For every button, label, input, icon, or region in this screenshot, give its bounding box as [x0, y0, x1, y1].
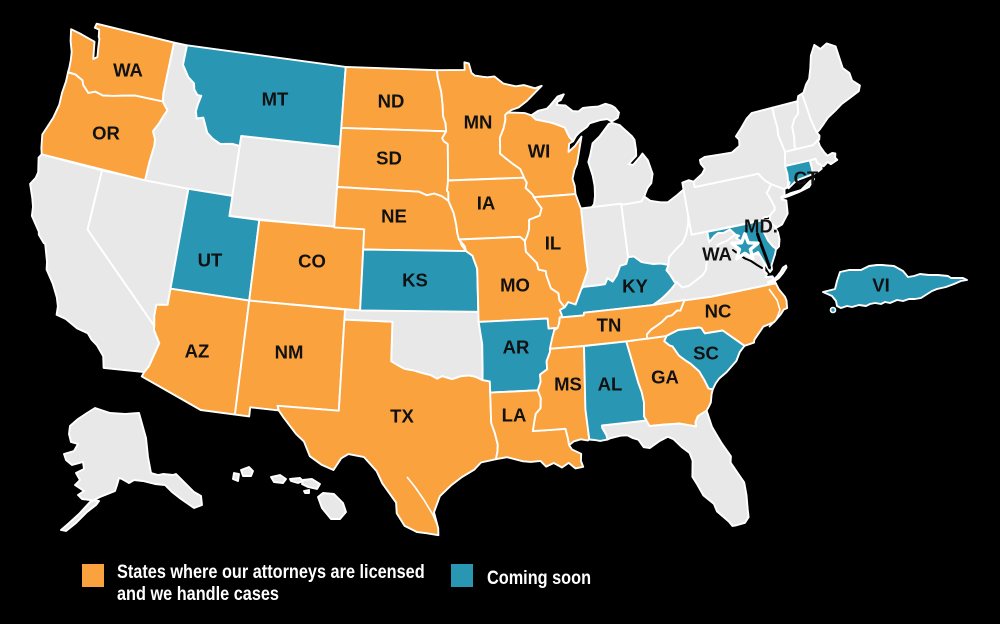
svg-text:GA: GA: [651, 367, 679, 388]
svg-text:MT: MT: [262, 89, 289, 110]
svg-text:MS: MS: [554, 374, 582, 395]
svg-text:AZ: AZ: [185, 341, 210, 362]
svg-text:NC: NC: [705, 301, 732, 322]
svg-text:AL: AL: [598, 374, 623, 395]
svg-text:KY: KY: [622, 276, 648, 297]
svg-text:WA: WA: [113, 60, 143, 81]
svg-text:TX: TX: [390, 406, 414, 427]
svg-text:CO: CO: [298, 251, 326, 272]
svg-text:MD.: MD.: [744, 216, 778, 237]
svg-text:KS: KS: [402, 270, 428, 291]
svg-text:MO: MO: [500, 275, 530, 296]
svg-text:CT: CT: [794, 168, 819, 189]
svg-text:SC: SC: [693, 343, 719, 364]
svg-text:NE: NE: [381, 206, 407, 227]
svg-text:IL: IL: [545, 233, 561, 254]
svg-text:WA: WA: [702, 244, 732, 265]
svg-text:MN: MN: [464, 112, 493, 133]
svg-text:AR: AR: [503, 337, 530, 358]
svg-text:IA: IA: [477, 193, 496, 214]
svg-text:UT: UT: [198, 250, 223, 271]
svg-text:WI: WI: [528, 141, 551, 162]
svg-text:OR: OR: [92, 123, 120, 144]
svg-text:SD: SD: [376, 148, 402, 169]
svg-text:NM: NM: [275, 342, 304, 363]
svg-text:LA: LA: [502, 405, 527, 426]
svg-text:ND: ND: [378, 91, 405, 112]
svg-text:VI: VI: [872, 275, 889, 296]
svg-text:TN: TN: [597, 315, 622, 336]
